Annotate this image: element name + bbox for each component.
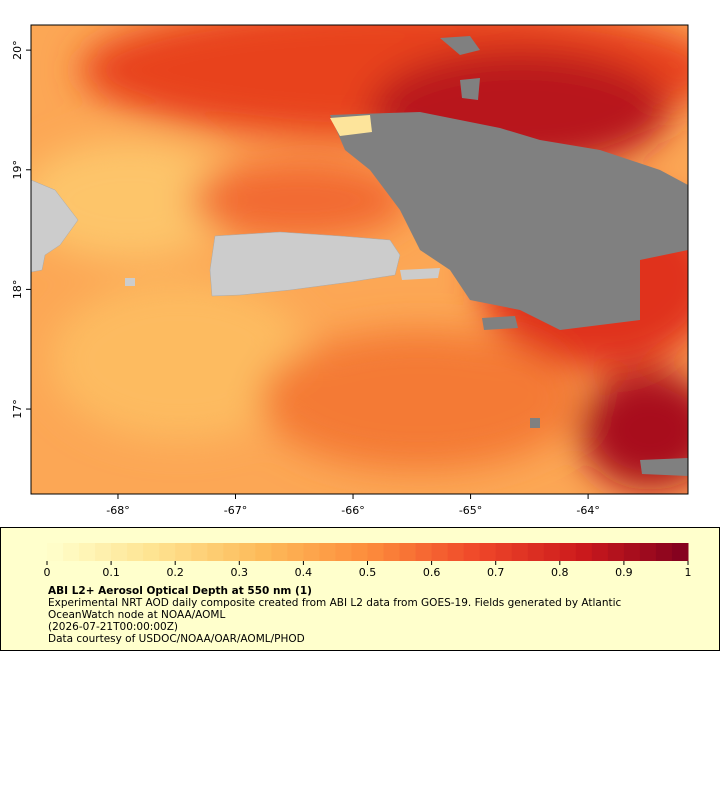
colorbar-swatch bbox=[175, 543, 192, 561]
colorbar-swatch bbox=[639, 543, 657, 561]
colorbar-swatch bbox=[127, 543, 144, 561]
colorbar-swatch bbox=[671, 543, 689, 561]
colorbar-swatch bbox=[543, 543, 561, 561]
colorbar-swatch bbox=[383, 543, 401, 561]
legend-line: (2026-07-21T00:00:00Z) bbox=[48, 621, 178, 633]
colorbar-swatch bbox=[239, 543, 256, 561]
colorbar-tick-label: 0.8 bbox=[551, 566, 569, 579]
legend-line: Experimental NRT AOD daily composite cre… bbox=[48, 597, 622, 609]
colorbar-swatch bbox=[79, 543, 96, 561]
colorbar-swatch bbox=[399, 543, 417, 561]
colorbar-swatch bbox=[527, 543, 545, 561]
colorbar-tick-label: 1 bbox=[685, 566, 692, 579]
y-tick-label: 20° bbox=[11, 40, 24, 60]
colorbar-swatch bbox=[607, 543, 625, 561]
colorbar-swatch bbox=[207, 543, 224, 561]
colorbar-swatch bbox=[255, 543, 272, 561]
colorbar-swatch bbox=[431, 543, 449, 561]
colorbar-swatch bbox=[495, 543, 513, 561]
colorbar-swatch bbox=[415, 543, 433, 561]
colorbar-tick-label: 0 bbox=[44, 566, 51, 579]
colorbar-swatch bbox=[303, 543, 320, 561]
colorbar-swatch bbox=[655, 543, 673, 561]
colorbar-tick-label: 0.6 bbox=[423, 566, 441, 579]
colorbar-tick-label: 0.3 bbox=[231, 566, 249, 579]
colorbar-swatch bbox=[511, 543, 529, 561]
legend-title: ABI L2+ Aerosol Optical Depth at 550 nm … bbox=[48, 585, 312, 597]
colorbar-tick-label: 0.7 bbox=[487, 566, 505, 579]
colorbar-swatch bbox=[63, 543, 80, 561]
legend-line: OceanWatch node at NOAA/AOML bbox=[48, 609, 225, 621]
colorbar-tick-label: 0.4 bbox=[295, 566, 313, 579]
colorbar-swatch bbox=[447, 543, 465, 561]
map-frame bbox=[30, 24, 689, 495]
colorbar-swatch bbox=[463, 543, 481, 561]
colorbar-swatch bbox=[191, 543, 208, 561]
colorbar-tick-label: 0.5 bbox=[359, 566, 377, 579]
colorbar-swatch bbox=[47, 543, 64, 561]
x-tick-label: -64° bbox=[576, 504, 599, 517]
x-tick-label: -65° bbox=[459, 504, 482, 517]
colorbar-swatch bbox=[559, 543, 577, 561]
colorbar-tick-label: 0.9 bbox=[615, 566, 633, 579]
colorbar-swatch bbox=[143, 543, 160, 561]
colorbar-swatch bbox=[271, 543, 288, 561]
colorbar-swatch bbox=[159, 543, 176, 561]
colorbar-swatch bbox=[479, 543, 497, 561]
y-tick-label: 18° bbox=[11, 280, 24, 300]
colorbar-swatch bbox=[223, 543, 240, 561]
x-tick-label: -67° bbox=[224, 504, 247, 517]
colorbar-swatch bbox=[591, 543, 609, 561]
colorbar: 0 0.1 0.2 0.3 0.4 0.5 0.6 0.7 0.8 0.9 1 bbox=[44, 543, 692, 579]
map-image bbox=[31, 25, 688, 494]
y-tick-label: 19° bbox=[11, 160, 24, 180]
x-tick-label: -68° bbox=[106, 504, 129, 517]
colorbar-swatch bbox=[95, 543, 112, 561]
colorbar-tick-label: 0.2 bbox=[166, 566, 184, 579]
x-tick-label: -66° bbox=[341, 504, 364, 517]
colorbar-swatch bbox=[351, 543, 368, 561]
colorbar-swatch bbox=[287, 543, 304, 561]
colorbar-swatch bbox=[367, 543, 385, 561]
colorbar-swatch bbox=[111, 543, 128, 561]
colorbar-swatch bbox=[623, 543, 641, 561]
colorbar-swatch bbox=[335, 543, 352, 561]
colorbar-tick-label: 0.1 bbox=[102, 566, 120, 579]
colorbar-swatch bbox=[575, 543, 593, 561]
legend-line: Data courtesy of USDOC/NOAA/OAR/AOML/PHO… bbox=[48, 633, 305, 645]
y-tick-label: 17° bbox=[11, 399, 24, 419]
colorbar-swatch bbox=[319, 543, 336, 561]
